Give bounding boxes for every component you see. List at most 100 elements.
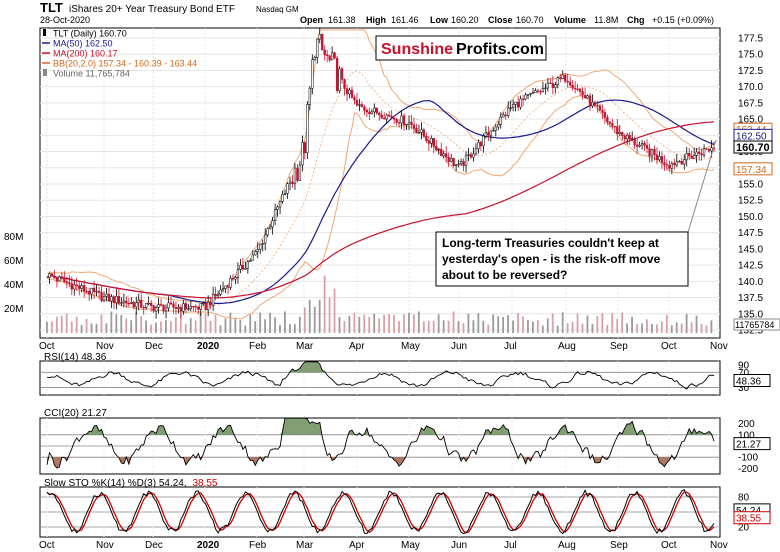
volume-bar (561, 312, 564, 333)
candle-body (249, 260, 252, 262)
price-marker-box (733, 162, 773, 176)
candle-body (224, 285, 227, 289)
legend-bar-swatch (43, 69, 47, 76)
volume-bar (601, 312, 604, 333)
volume-bar (447, 320, 450, 333)
candle-body (670, 163, 673, 169)
candle-body (50, 273, 54, 277)
candle-body (700, 153, 703, 156)
volume-bar (160, 321, 162, 333)
volume-bar (353, 312, 356, 333)
candle-body (583, 95, 587, 99)
volume-bar (462, 323, 465, 333)
volume-bar (695, 315, 698, 333)
candle-body (549, 82, 552, 85)
watermark-box (375, 35, 547, 61)
volume-bar (279, 325, 281, 333)
legend-label: BB(20,2.0) 157.34 - 160.39 - 163.44 (53, 59, 197, 69)
candle-body (226, 285, 230, 288)
legend-label: MA(200) 160.17 (53, 49, 118, 59)
cci-title: CCI(20) 21.27 (44, 408, 107, 419)
candle-body (125, 300, 128, 304)
volume-bar (140, 316, 143, 333)
candle-body (70, 283, 73, 290)
volume-bar (348, 315, 351, 333)
candle-body (63, 278, 66, 282)
candle-body (278, 201, 282, 208)
chart-header: TLT iShares 20+ Year Treasury Bond ETF N… (40, 0, 714, 25)
osc-tick-label: 20 (738, 523, 750, 534)
month-label: Nov (96, 540, 114, 551)
candle-body (541, 87, 545, 92)
candle-body (172, 303, 175, 308)
volume-tick-label: 40M (4, 280, 23, 291)
candle-body (209, 301, 212, 306)
price-marker-box (733, 140, 773, 154)
candle-body (65, 281, 68, 283)
candle-body (477, 142, 480, 150)
watermark-profits: Profits.com (456, 41, 544, 58)
candle-body (122, 300, 126, 303)
volume-tick-label: 60M (4, 256, 23, 267)
candle-body (194, 306, 197, 308)
candle-body (211, 293, 215, 306)
candle-body (417, 132, 421, 134)
candle-body (236, 269, 240, 278)
candle-body (539, 91, 542, 93)
candle-body (100, 292, 103, 301)
volume-bar (660, 321, 663, 333)
candle-body (323, 49, 326, 56)
volume-bar (105, 323, 108, 333)
candle-body (271, 220, 274, 228)
volume-bar (100, 314, 103, 333)
candle-body (407, 121, 411, 125)
sto-d-line (46, 491, 715, 534)
legend-label: Volume 11,765,784 (53, 69, 130, 79)
candle-body (264, 234, 267, 244)
candle-body (598, 105, 602, 111)
candle-body (571, 85, 574, 89)
candle-body (665, 164, 669, 166)
candle-body (494, 126, 497, 131)
candle-body (326, 54, 329, 57)
volume-bar (65, 313, 68, 333)
volume-bar (566, 323, 569, 333)
candle-body (618, 132, 621, 135)
volume-bar (90, 323, 93, 333)
volume-bar (239, 320, 242, 333)
volume-bar (665, 314, 668, 333)
close-label: Close (488, 15, 513, 25)
moving-averages (46, 99, 715, 304)
price-tick-label: 135.0 (738, 309, 763, 320)
candle-body (53, 275, 56, 279)
candle-body (132, 302, 135, 308)
cci-marker-box (733, 437, 771, 451)
candle-body (400, 115, 403, 124)
volume-bar (75, 316, 78, 333)
volume-bar (179, 313, 182, 333)
candle-body (450, 157, 453, 162)
annotation-line-3: about to be reversed? (442, 268, 567, 282)
volume-bar (293, 324, 296, 333)
candle-body (452, 157, 455, 166)
volume-bar (343, 321, 346, 333)
sto-title: Slow STO %K(14) %D(3) 54.24, 38.55 (44, 478, 218, 489)
chart-date: 28-Oct-2020 (40, 15, 90, 25)
candle-body (440, 148, 443, 156)
volume-bar (690, 322, 693, 333)
candle-body (306, 104, 309, 153)
candle-body (524, 94, 527, 100)
price-tick-label: 132.5 (738, 326, 763, 337)
month-label: Jun (451, 540, 467, 551)
volume-bar (408, 312, 410, 333)
volume-bar (269, 312, 271, 333)
candle-body (507, 107, 510, 116)
volume-bar (284, 311, 286, 333)
candle-body (353, 97, 356, 101)
candle-body (556, 77, 559, 85)
volume-bar (581, 323, 584, 333)
candle-body (410, 121, 413, 125)
candle-body (90, 287, 93, 295)
osc-tick-label: 100 (738, 430, 755, 441)
candle-body (152, 305, 155, 312)
